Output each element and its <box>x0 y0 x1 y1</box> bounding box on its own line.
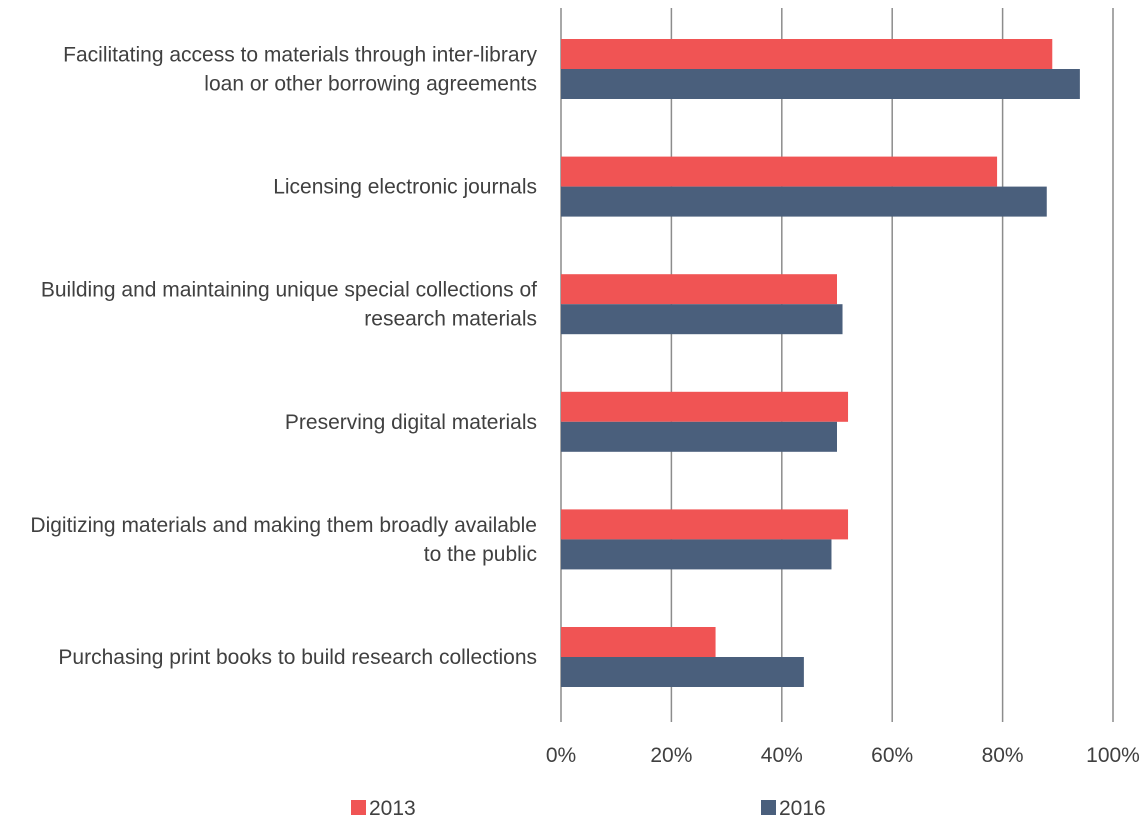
x-tick-label: 20% <box>650 744 692 767</box>
legend-label: 2013 <box>369 797 416 820</box>
bars <box>561 39 1080 687</box>
bar-2016 <box>561 421 837 452</box>
x-tick-label: 60% <box>871 744 913 767</box>
bar-2013 <box>561 627 716 657</box>
bar-2016 <box>561 657 804 687</box>
legend: 2013 2016 <box>351 797 826 820</box>
x-axis-ticks: 0% 20% 40% 60% 80% 100% <box>546 744 1140 767</box>
bar-2013 <box>561 274 837 305</box>
category-labels: Facilitating access to materials through… <box>30 44 537 670</box>
x-tick-label: 40% <box>761 744 803 767</box>
legend-swatch-2016 <box>761 800 776 815</box>
x-tick-label: 80% <box>982 744 1024 767</box>
bar-2016 <box>561 539 832 570</box>
category-label: Digitizing materials and making them bro… <box>30 514 537 566</box>
bar-2013 <box>561 156 998 187</box>
bar-2016 <box>561 304 843 335</box>
gridlines <box>560 8 1114 722</box>
bar-2013 <box>561 39 1053 69</box>
bar-2016 <box>561 69 1080 99</box>
category-label: Preserving digital materials <box>285 411 537 434</box>
category-label: Purchasing print books to build research… <box>58 646 537 669</box>
bar-2013 <box>561 391 849 422</box>
bar-2013 <box>561 509 849 540</box>
category-label: Licensing electronic journals <box>273 176 537 199</box>
legend-label: 2016 <box>779 797 826 820</box>
category-label: Building and maintaining unique special … <box>41 279 537 331</box>
category-label: Facilitating access to materials through… <box>63 44 537 96</box>
bar-2016 <box>561 186 1047 217</box>
legend-swatch-2013 <box>351 800 366 815</box>
x-tick-label: 0% <box>546 744 576 767</box>
x-tick-label: 100% <box>1086 744 1140 767</box>
